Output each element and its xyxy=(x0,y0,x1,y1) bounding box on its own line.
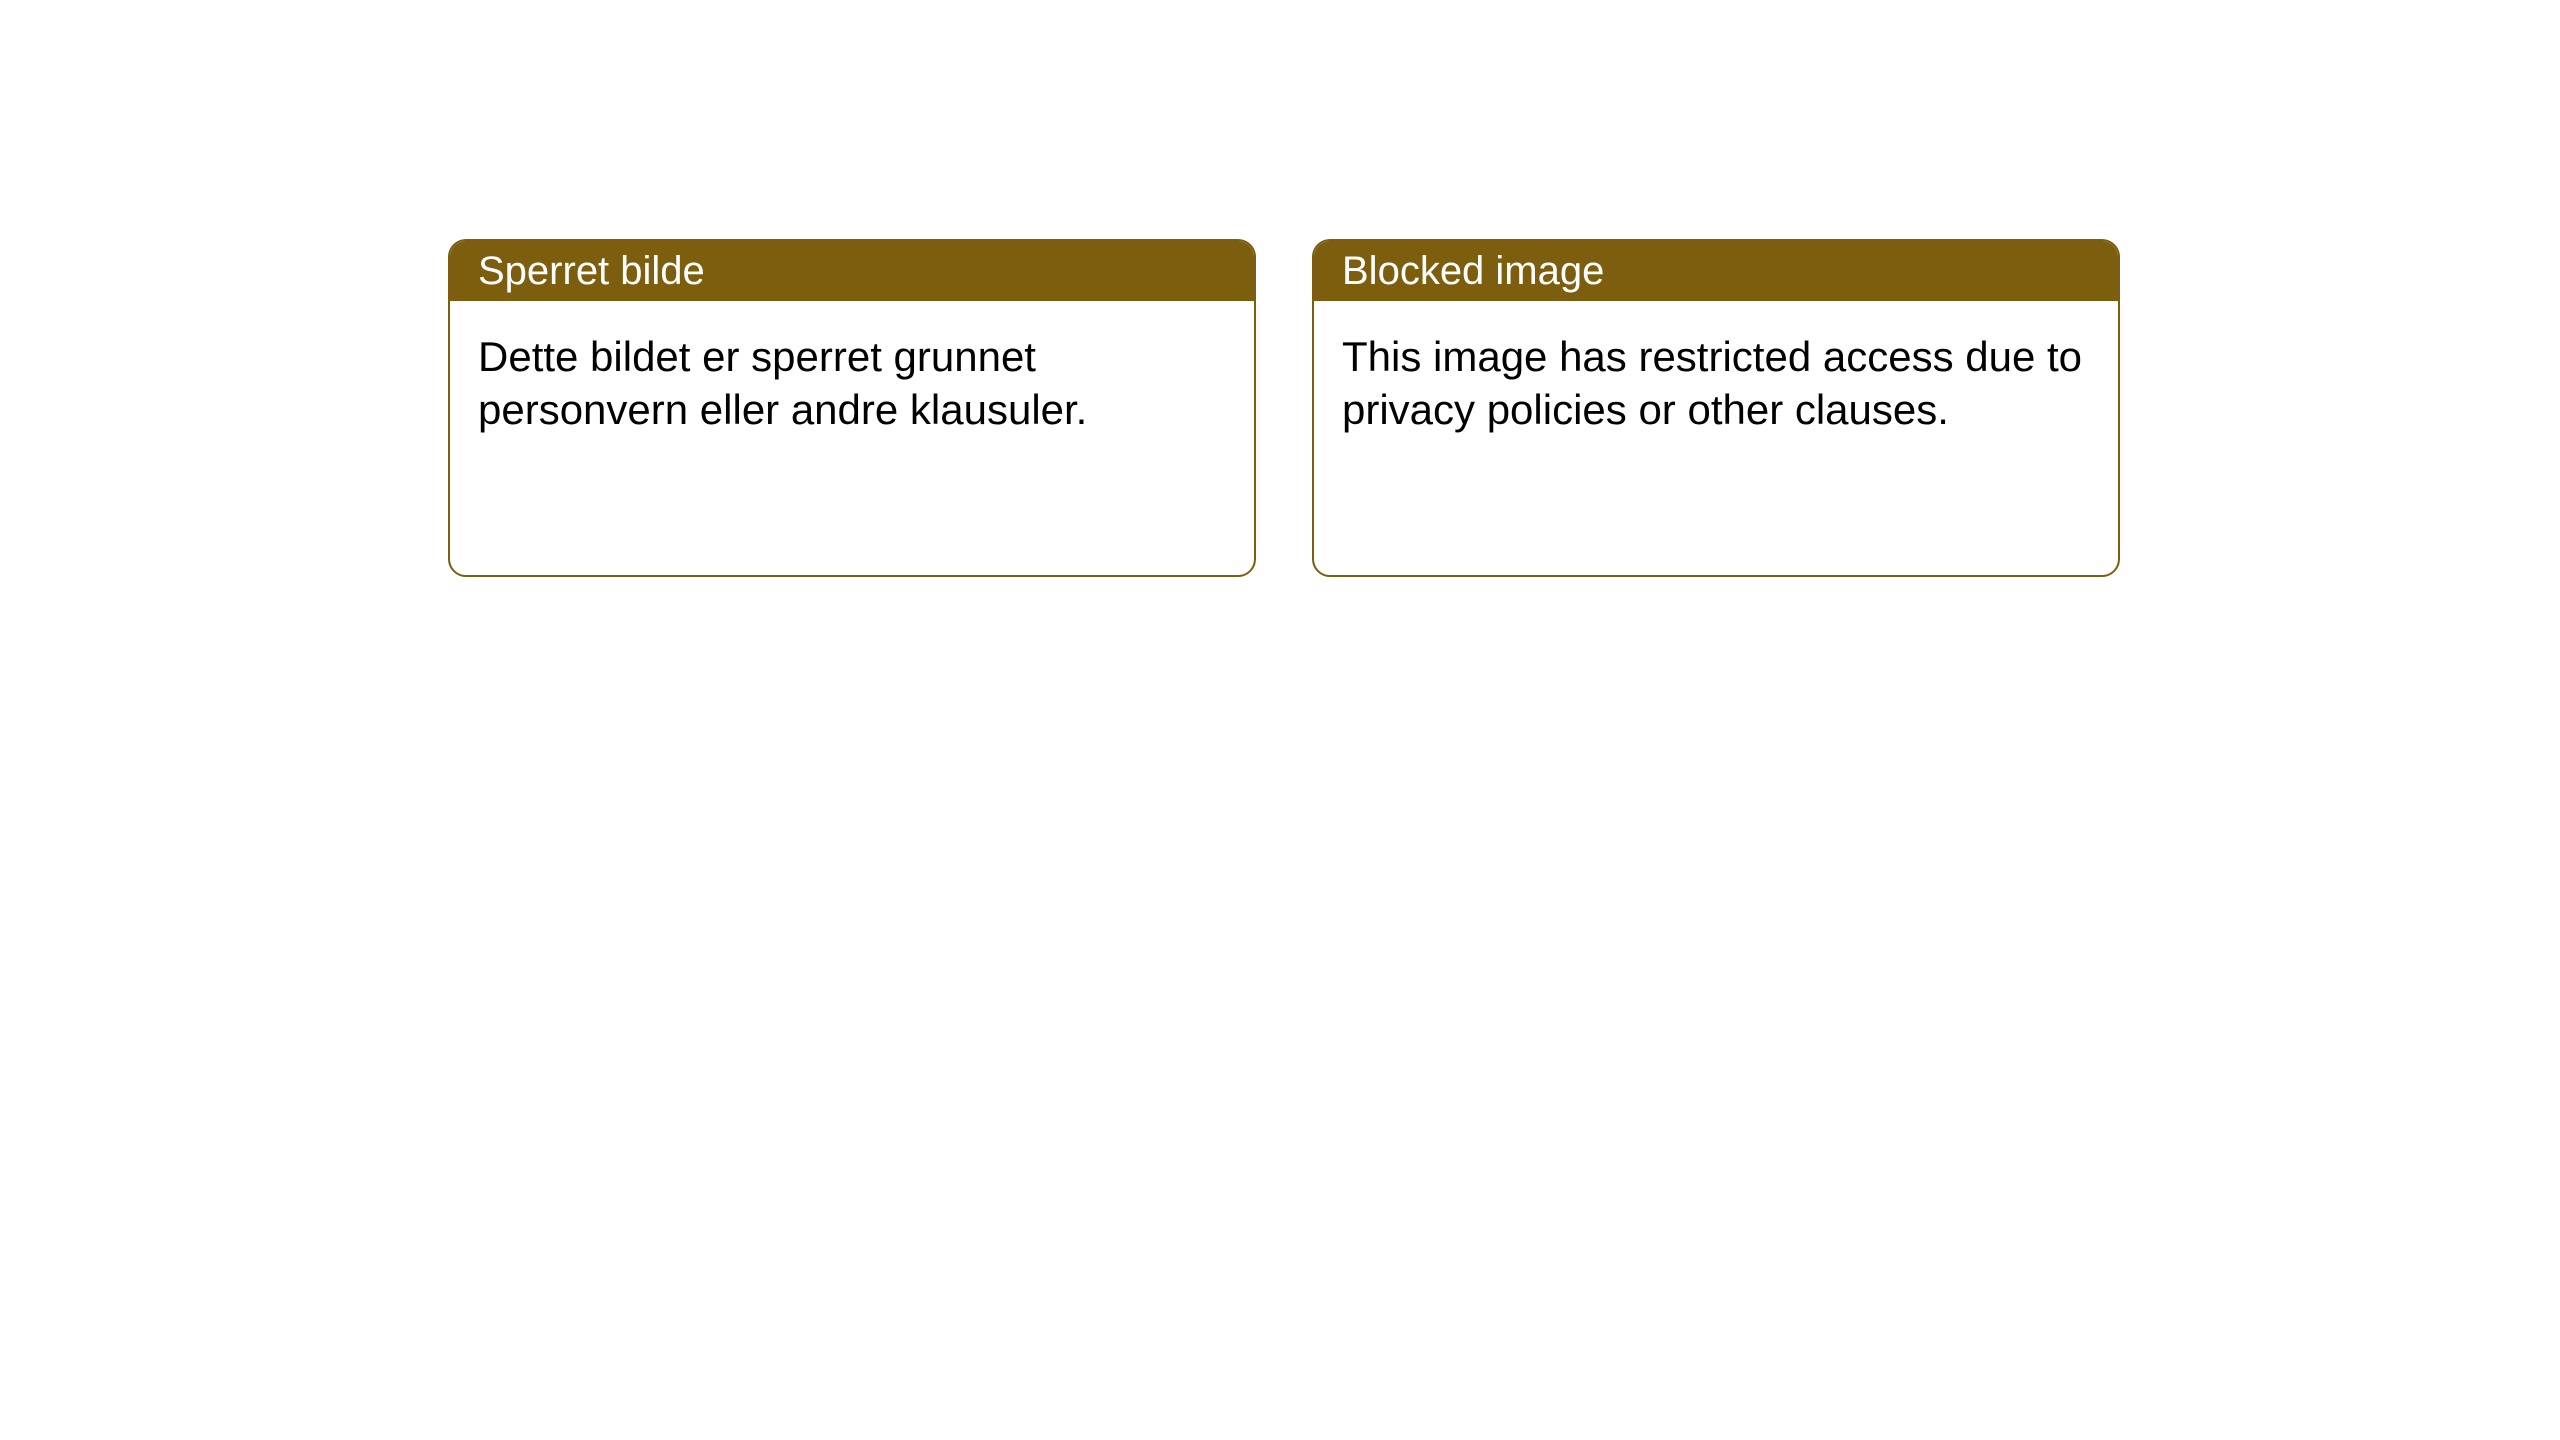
card-message: This image has restricted access due to … xyxy=(1342,333,2082,433)
card-title: Sperret bilde xyxy=(478,249,705,294)
card-header: Sperret bilde xyxy=(450,241,1254,301)
notice-cards-container: Sperret bilde Dette bildet er sperret gr… xyxy=(448,239,2120,577)
notice-card-norwegian: Sperret bilde Dette bildet er sperret gr… xyxy=(448,239,1256,577)
card-header: Blocked image xyxy=(1314,241,2118,301)
card-body: Dette bildet er sperret grunnet personve… xyxy=(450,301,1254,466)
card-message: Dette bildet er sperret grunnet personve… xyxy=(478,333,1087,433)
card-title: Blocked image xyxy=(1342,249,1604,294)
card-body: This image has restricted access due to … xyxy=(1314,301,2118,466)
notice-card-english: Blocked image This image has restricted … xyxy=(1312,239,2120,577)
